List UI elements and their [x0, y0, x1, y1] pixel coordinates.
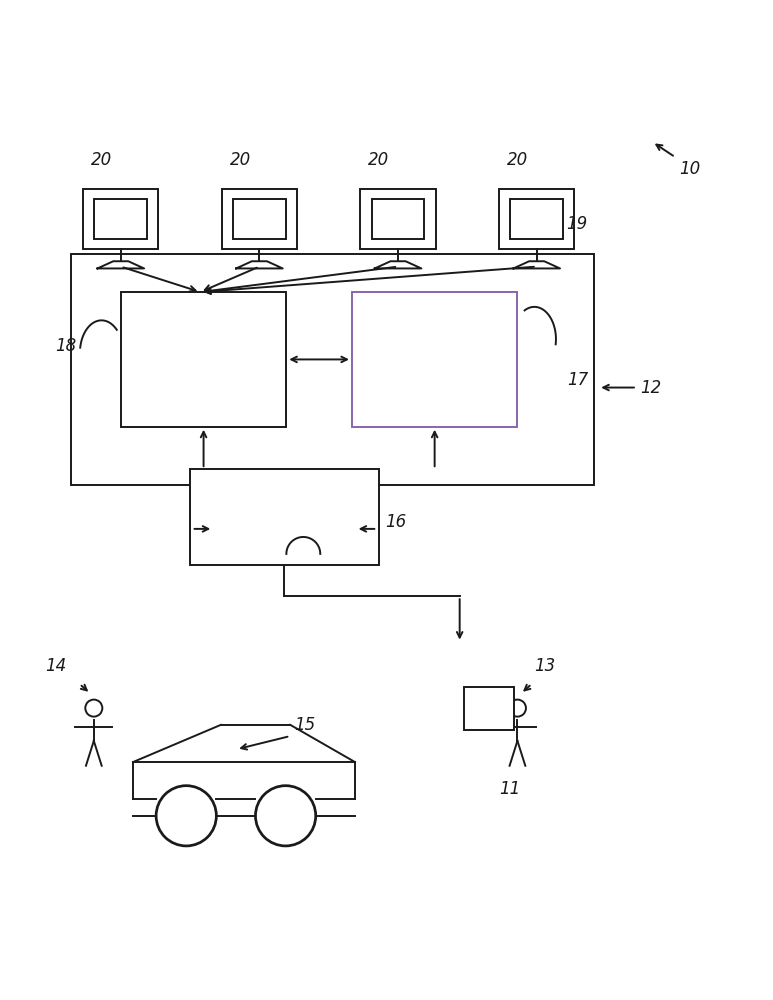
Text: 15: 15 [294, 716, 315, 734]
Bar [352, 292, 517, 427]
Text: 14: 14 [45, 657, 66, 675]
Bar [121, 292, 286, 427]
Bar [360, 189, 436, 249]
Text: 20: 20 [230, 151, 250, 169]
Bar [233, 199, 286, 239]
Bar [190, 469, 379, 565]
Text: 10: 10 [679, 160, 700, 178]
Bar [372, 199, 424, 239]
Text: 12: 12 [641, 379, 662, 397]
Text: 17: 17 [567, 371, 588, 389]
Bar [222, 189, 297, 249]
Text: 20: 20 [368, 151, 390, 169]
Bar [70, 254, 594, 485]
Bar [83, 189, 158, 249]
Text: 13: 13 [534, 657, 555, 675]
Text: 18: 18 [56, 337, 77, 355]
Text: 16: 16 [385, 513, 406, 531]
Bar [510, 199, 563, 239]
Text: 19: 19 [566, 215, 587, 233]
Bar [464, 687, 513, 730]
Text: 20: 20 [91, 151, 112, 169]
Text: 20: 20 [507, 151, 528, 169]
Text: 11: 11 [499, 780, 520, 798]
Bar [94, 199, 147, 239]
Bar [499, 189, 574, 249]
